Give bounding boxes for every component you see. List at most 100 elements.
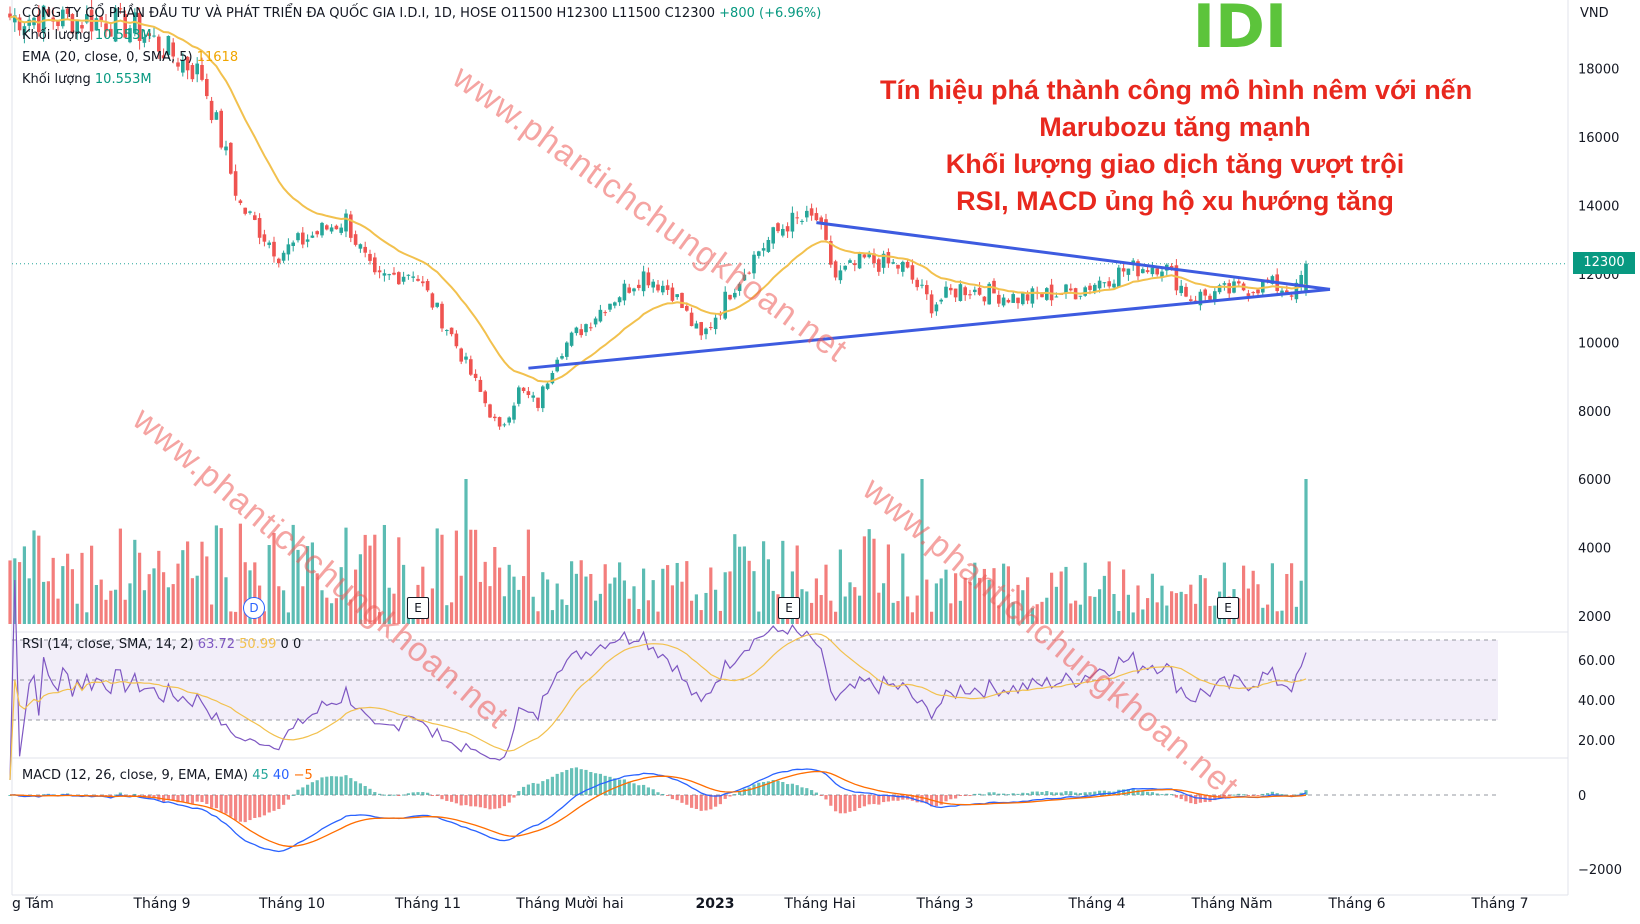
candle-body [1088, 285, 1092, 290]
volume-bar [670, 585, 674, 624]
volume-bar [1275, 611, 1279, 624]
candle-body [435, 302, 439, 307]
high-value: H12300 [556, 6, 608, 21]
macd-histogram-bar [805, 788, 809, 795]
rsi-ma-value: 50.99 [239, 637, 277, 652]
volume-bar [1078, 604, 1082, 624]
candle-body [459, 348, 463, 362]
candle-body [920, 284, 924, 286]
macd-histogram-bar [128, 795, 132, 796]
earnings-marker-2[interactable]: E [778, 597, 800, 619]
rsi-tick-label: 20.00 [1578, 734, 1615, 749]
volume-bar [949, 603, 953, 624]
macd-histogram-bar [843, 795, 847, 814]
macd-histogram-bar [675, 795, 679, 801]
macd-histogram-bar [1299, 792, 1303, 795]
volume-bar [704, 592, 708, 624]
candle-body [1006, 299, 1011, 303]
volume-bar [781, 540, 785, 624]
dividend-marker[interactable]: D [243, 597, 265, 619]
macd-histogram-bar [46, 793, 50, 795]
macd-histogram-bar [1261, 793, 1265, 795]
candle-body [541, 386, 545, 409]
volume-bar [1285, 573, 1289, 624]
macd-histogram-bar [1304, 790, 1308, 795]
macd-histogram-bar [594, 773, 598, 795]
candle-body [641, 271, 646, 292]
rsi-legend[interactable]: RSI (14, close, SMA, 14, 2) 63.72 50.99 … [22, 637, 301, 652]
macd-histogram-bar [555, 773, 559, 795]
candle-body [785, 226, 790, 232]
candle-body [214, 112, 219, 120]
volume-bar [1266, 604, 1270, 624]
volume-bar [378, 612, 382, 624]
volume-bar [747, 560, 751, 624]
candle-body [1016, 297, 1020, 304]
candle-body [1289, 295, 1294, 297]
macd-histogram-bar [402, 794, 406, 796]
macd-histogram-bar [1045, 791, 1049, 795]
volume-legend[interactable]: Khối lượng 10.553M [22, 28, 152, 43]
macd-histogram-bar [133, 793, 137, 795]
volume-bar [1054, 586, 1058, 624]
macd-histogram-bar [536, 783, 540, 795]
candle-body [603, 312, 607, 314]
macd-histogram-bar [229, 795, 233, 817]
candle-body [185, 56, 190, 71]
volume-bar [445, 605, 449, 624]
candle-body [286, 244, 291, 255]
earnings-marker-3[interactable]: E [1217, 597, 1239, 619]
wedge-upper-trendline [816, 221, 1331, 291]
macd-histogram-bar [762, 782, 766, 795]
macd-histogram-bar [550, 776, 554, 795]
candle-body [75, 19, 79, 34]
volume-bar [637, 608, 641, 624]
candle-body [353, 234, 358, 245]
volume-bar [224, 577, 228, 624]
candle-body [1237, 281, 1241, 284]
candle-body [891, 262, 895, 264]
macd-histogram-bar [344, 775, 348, 795]
macd-legend[interactable]: MACD (12, 26, close, 9, EMA, EMA) 45 40 … [22, 768, 313, 783]
candle-body [1093, 284, 1097, 292]
macd-histogram-bar [613, 778, 617, 795]
macd-histogram-bar [118, 792, 122, 795]
candle-body [13, 15, 17, 23]
candle-body [1299, 274, 1303, 286]
volume-bar [963, 577, 967, 624]
earnings-marker-1[interactable]: E [407, 597, 429, 619]
candle-body [1169, 265, 1174, 268]
candle-body [488, 404, 492, 418]
volume-bar [219, 528, 223, 624]
volume-bar [46, 581, 50, 624]
volume-bar [838, 549, 842, 624]
ema-legend[interactable]: EMA (20, close, 0, SMA, 5) 11618 [22, 50, 238, 65]
macd-histogram-bar [282, 795, 286, 805]
volume-bar [181, 550, 185, 624]
macd-histogram-bar [738, 791, 742, 795]
volume-bar [469, 529, 473, 624]
candle-body [1117, 267, 1121, 287]
macd-histogram-bar [987, 792, 991, 795]
volume-bar [1294, 606, 1298, 624]
macd-histogram-bar [171, 795, 175, 801]
candle-body [1208, 295, 1212, 300]
volume-bar [114, 589, 118, 624]
volume-bar [978, 577, 982, 624]
volume-bar [118, 528, 122, 624]
volume-bar [133, 539, 137, 624]
macd-histogram-bar [742, 788, 746, 795]
volume-bar [421, 566, 425, 624]
volume-bar [987, 579, 991, 624]
volume-tick-label: 6000 [1578, 473, 1611, 488]
candle-body [497, 417, 502, 427]
volume-legend-2[interactable]: Khối lượng 10.553M [22, 72, 152, 87]
volume-bar [334, 598, 338, 624]
symbol-legend[interactable]: CÔNG TY CỔ PHẦN ĐẦU TƯ VÀ PHÁT TRIỂN ĐA … [22, 6, 821, 21]
volume-bar [454, 530, 458, 624]
volume-bar [766, 559, 770, 624]
volume-bar [330, 603, 334, 624]
volume-bar [1208, 605, 1212, 624]
volume-bar [1150, 573, 1154, 624]
